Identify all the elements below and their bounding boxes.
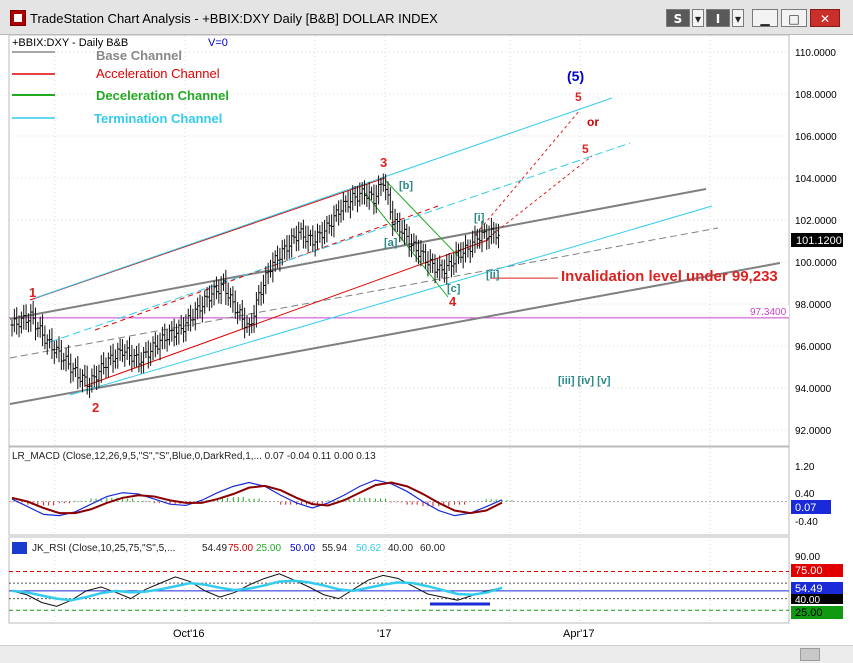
legend-deceleration: Deceleration Channel [96,88,229,103]
s-button[interactable]: S [666,9,690,27]
x-label-17: '17 [377,628,391,640]
rsi-line-main [11,573,503,607]
base-channel-mid [9,227,719,359]
y-tick: 98.0000 [795,300,832,311]
projection-5a [475,109,581,235]
maximize-icon[interactable]: □ [781,9,807,27]
rsi-badge-75-text: 75.00 [795,565,823,577]
macd-value-badge [791,500,831,514]
macd-line-signal [11,481,503,515]
macd-label: LR_MACD (Close,12,26,9,5,"S","S",Blue,0,… [12,451,376,462]
legend-base: Base Channel [96,48,182,63]
window-title: TradeStation Chart Analysis - +BBIX:DXY … [30,11,438,26]
rsi-value-1: 54.49 [202,543,227,554]
base-channel-upper [9,188,707,320]
sub-c-label: [c] [447,283,461,295]
wave-2-label: 2 [92,400,99,415]
rsi-badge-25 [791,606,843,619]
y-tick: 96.0000 [795,342,832,353]
channel-lines [9,97,781,405]
wave-5-circle-label: (5) [567,68,584,84]
i-button[interactable]: I [706,9,730,27]
wave-1-label: 1 [29,285,36,300]
rsi-value-5: 55.94 [322,543,347,554]
macd-series [9,479,789,517]
macd-y-tick: 0.40 [795,489,815,500]
minimize-icon[interactable]: ▁ [752,9,778,27]
sub-i-label: [i] [474,212,485,224]
level-badge: 97.3400 [750,307,787,318]
s-dropdown-icon[interactable]: ▾ [692,9,704,27]
level-badge-bg [747,305,789,317]
term-channel-lower [69,205,713,396]
legend-acceleration: Acceleration Channel [96,66,220,81]
y-tick: 106.0000 [795,132,837,143]
horizontal-scrollbar[interactable] [0,645,853,663]
sub-ii-label: [ii] [486,269,500,281]
y-tick: 104.0000 [795,174,837,185]
sub-iii-iv-v-label: [iii] [iv] [v] [558,375,611,387]
rsi-badge-25-text: 25.00 [795,607,823,619]
wave-3-label: 3 [380,155,387,170]
rsi-y-tick: 90.00 [795,552,820,563]
rsi-color-swatch [12,542,27,554]
macd-y-tick: 1.20 [795,462,815,473]
y-tick: 108.0000 [795,90,837,101]
rsi-badge-5449-text: 54.49 [795,583,823,595]
sub-b-label: [b] [399,180,413,192]
rsi-series [9,571,789,611]
rsi-value-6: 50.62 [356,543,381,554]
rsi-badge-5449 [791,582,843,595]
rsi-value-4: 50.00 [290,543,315,554]
last-price-text: 101.1200 [796,235,842,247]
close-icon[interactable]: ✕ [810,9,840,27]
decel-channel-lower [384,179,461,259]
y-tick: 102.0000 [795,216,837,227]
x-label-oct16: Oct'16 [173,628,204,640]
projection-5b [477,155,593,247]
legend-termination: Termination Channel [94,111,222,126]
rsi-badge-75 [791,564,843,577]
wave-5b-label: 5 [582,142,589,156]
last-price-badge [791,233,843,247]
rsi-value-7: 40.00 [388,543,413,554]
macd-value-text: 0.07 [795,502,816,514]
rsi-badge-40-text: 40.00 [795,595,820,606]
macd-y-tick: -0.40 [795,517,818,528]
symbol-label: +BBIX:DXY - Daily B&B [12,37,128,49]
invalidation-label: Invalidation level under 99,233 [561,268,778,285]
y-tick: 92.0000 [795,426,832,437]
rsi-value-3: 25.00 [256,543,281,554]
price-panel[interactable] [8,34,790,447]
wave-5a-label: 5 [575,90,582,104]
scrollbar-thumb[interactable] [800,648,820,661]
y-tick: 110.0000 [795,48,836,59]
wave-4-label: 4 [449,294,457,309]
base-channel-lower [9,262,781,405]
rsi-label-prefix: JK_RSI (Close,10,25,75,"S",5,... [32,543,175,554]
sub-a-label: [a] [384,237,398,249]
x-label-apr17: Apr'17 [563,628,594,640]
rsi-badge-40 [791,594,843,604]
term-channel-mid [49,142,631,343]
term-channel-upper [34,97,613,299]
y-tick: 100.0000 [795,258,837,269]
decel-channel-upper [364,192,449,298]
price-axis: 110.0000 108.0000 106.0000 104.0000 102.… [795,48,837,437]
price-bars [10,173,500,399]
macd-panel[interactable] [8,446,790,536]
y-tick: 94.0000 [795,384,832,395]
grid-lines [9,36,789,622]
rsi-panel[interactable] [8,536,790,624]
rsi-value-8: 60.00 [420,543,445,554]
i-dropdown-icon[interactable]: ▾ [732,9,744,27]
volume-label: V=0 [208,37,228,49]
rsi-value-2: 75.00 [228,543,253,554]
tradestation-app-icon[interactable] [10,10,26,26]
or-label: or [587,115,599,129]
rsi-line-avg [11,579,503,602]
macd-line-fast [11,479,503,517]
